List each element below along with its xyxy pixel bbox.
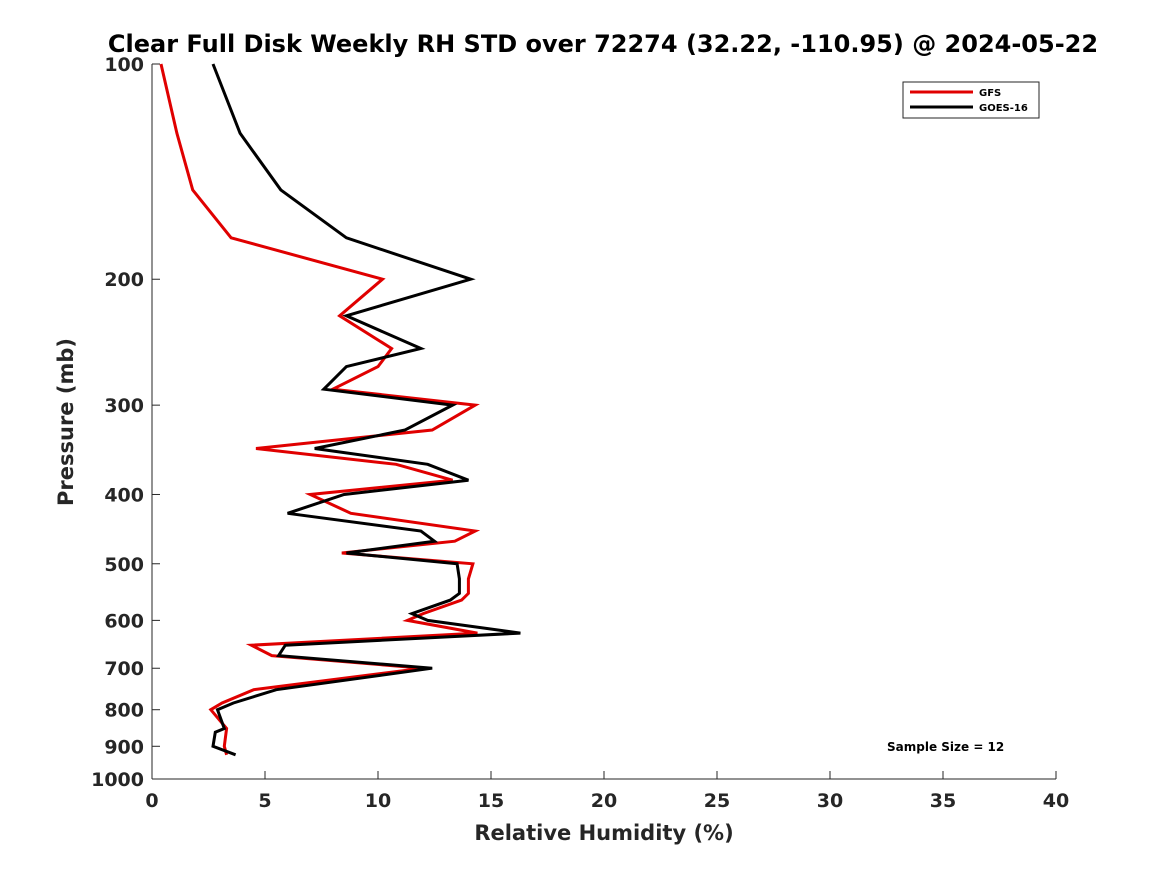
y-tick-label: 700 <box>104 658 144 680</box>
legend-box <box>902 81 1040 119</box>
x-tick-label: 35 <box>930 790 956 812</box>
x-tick-label: 25 <box>704 790 730 812</box>
y-tick-label: 900 <box>104 736 144 758</box>
x-tick-label: 40 <box>1043 790 1069 812</box>
series-lines <box>159 63 521 757</box>
x-ticks: 0 5 10 15 20 25 30 35 40 <box>145 771 1069 812</box>
y-tick-label: 200 <box>104 269 144 291</box>
y-tick-label: 300 <box>104 395 144 417</box>
legend-label-goes16: GOES-16 <box>979 103 1028 114</box>
x-tick-label: 20 <box>591 790 617 812</box>
series-line-gfs <box>159 63 481 756</box>
y-ticks: 100 200 300 400 500 600 700 800 900 1000 <box>91 54 160 791</box>
y-tick-label: 400 <box>104 484 144 506</box>
y-tick-label: 800 <box>104 700 144 722</box>
x-tick-label: 0 <box>145 790 158 812</box>
y-tick-label: 1000 <box>91 769 144 791</box>
x-tick-label: 5 <box>258 790 271 812</box>
y-tick-label: 100 <box>104 54 144 76</box>
x-tick-label: 10 <box>365 790 391 812</box>
y-axis-label: Pressure (mb) <box>54 338 78 506</box>
chart-title: Clear Full Disk Weekly RH STD over 72274… <box>108 30 1098 58</box>
x-axis-label: Relative Humidity (%) <box>474 821 733 845</box>
x-tick-label: 30 <box>817 790 843 812</box>
y-tick-label: 600 <box>104 610 144 632</box>
legend-label-gfs: GFS <box>979 88 1001 99</box>
axes <box>151 64 1056 780</box>
x-tick-label: 15 <box>478 790 504 812</box>
series-line-goes16 <box>211 63 521 757</box>
sample-size-annotation: Sample Size = 12 <box>887 740 1004 754</box>
legend: GFS GOES-16 <box>902 81 1040 119</box>
y-tick-label: 500 <box>104 554 144 576</box>
